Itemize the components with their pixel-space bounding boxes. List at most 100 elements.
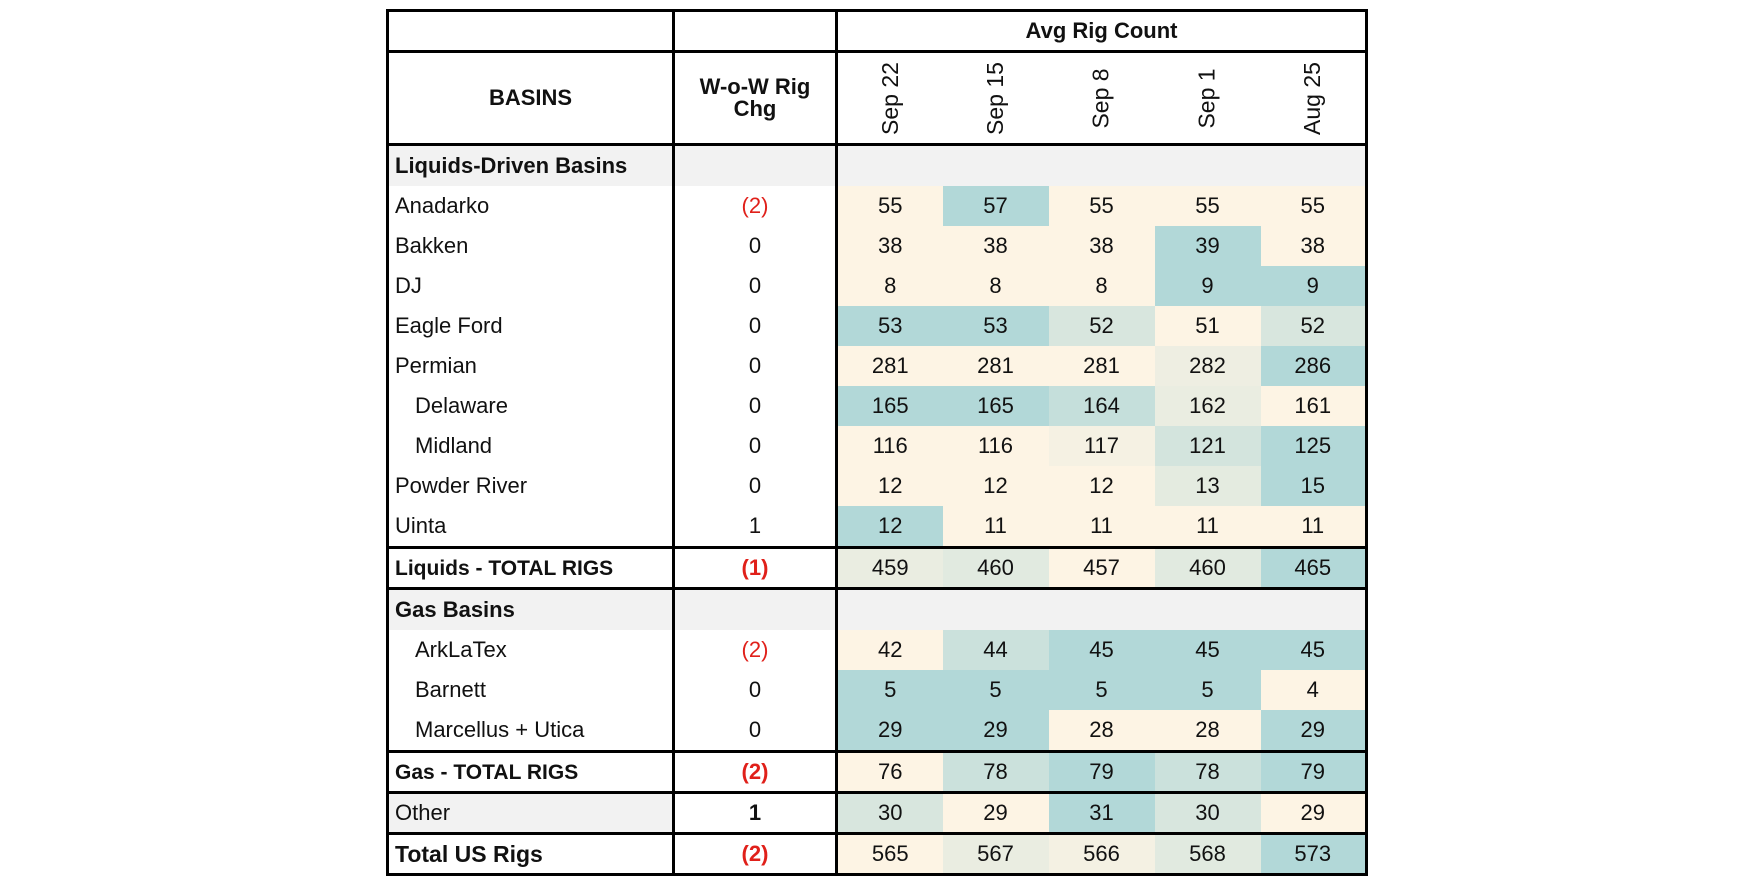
basin-row: Eagle Ford 0 53 53 52 51 52 bbox=[386, 306, 1369, 346]
rig-count-cell: 286 bbox=[1260, 346, 1369, 386]
rig-count-cell: 125 bbox=[1260, 426, 1369, 466]
week-header-label: Sep 22 bbox=[876, 61, 903, 135]
rig-count-cell: 28 bbox=[1048, 710, 1155, 752]
rig-count-cell: 165 bbox=[942, 386, 1049, 426]
basin-name: Marcellus + Utica bbox=[386, 710, 675, 752]
basins-header: BASINS bbox=[386, 50, 675, 146]
rig-count-cell: 116 bbox=[836, 426, 943, 466]
header-group-row: Avg Rig Count bbox=[386, 9, 1369, 52]
wow-change: (2) bbox=[673, 630, 838, 670]
week-header: Sep 8 bbox=[1048, 50, 1155, 146]
basin-name: Powder River bbox=[386, 466, 675, 506]
rig-count-cell: 29 bbox=[1260, 710, 1369, 752]
rig-count-cell: 460 bbox=[1154, 546, 1261, 590]
rig-count-cell: 281 bbox=[942, 346, 1049, 386]
rig-count-cell: 45 bbox=[1260, 630, 1369, 670]
basin-name: Midland bbox=[386, 426, 675, 466]
rig-count-cell: 30 bbox=[836, 791, 943, 835]
rig-count-cell: 5 bbox=[1048, 670, 1155, 710]
wow-change: 0 bbox=[673, 386, 838, 426]
other-row: Other 1 30 29 31 30 29 bbox=[386, 791, 1369, 835]
rig-count-cell: 55 bbox=[1048, 186, 1155, 226]
basin-row: Permian 0 281 281 281 282 286 bbox=[386, 346, 1369, 386]
liquids-section: Liquids-Driven Basins Anadarko (2) 55 57 55 55… bbox=[386, 144, 1369, 590]
wow-change-header: W-o-W Rig Chg bbox=[673, 50, 838, 146]
basin-name: Liquids - TOTAL RIGS bbox=[386, 546, 675, 590]
rig-count-cell: 52 bbox=[1260, 306, 1369, 346]
grand-total-row: Total US Rigs (2) 565 567 566 568 573 bbox=[386, 832, 1369, 876]
section-header-row: Gas Basins bbox=[386, 588, 1369, 630]
rig-count-cell: 38 bbox=[942, 226, 1049, 266]
basin-name: Other bbox=[386, 791, 675, 835]
rig-count-cell: 79 bbox=[1260, 750, 1369, 794]
rig-count-cell: 4 bbox=[1260, 670, 1369, 710]
basin-row: Anadarko (2) 55 57 55 55 55 bbox=[386, 186, 1369, 226]
rig-count-cell: 8 bbox=[836, 266, 943, 306]
section-header-row: Liquids-Driven Basins bbox=[386, 144, 1369, 186]
wow-change: 0 bbox=[673, 346, 838, 386]
basin-name: Gas - TOTAL RIGS bbox=[386, 750, 675, 794]
rig-count-cell: 55 bbox=[1154, 186, 1261, 226]
rig-count-cell: 15 bbox=[1260, 466, 1369, 506]
rig-count-cell: 78 bbox=[942, 750, 1049, 794]
rig-count-cell: 465 bbox=[1260, 546, 1369, 590]
rig-count-cell: 281 bbox=[836, 346, 943, 386]
wow-change: 1 bbox=[673, 506, 838, 548]
week-header: Sep 1 bbox=[1154, 50, 1261, 146]
rig-count-cell: 5 bbox=[836, 670, 943, 710]
total-row: Liquids - TOTAL RIGS (1) 459 460 457 460 465 bbox=[386, 546, 1369, 590]
rig-count-cell: 12 bbox=[942, 466, 1049, 506]
rig-count-cell: 457 bbox=[1048, 546, 1155, 590]
week-header-label: Sep 1 bbox=[1193, 67, 1220, 129]
rig-count-cell: 38 bbox=[836, 226, 943, 266]
basin-row: ArkLaTex (2) 42 44 45 45 45 bbox=[386, 630, 1369, 670]
basin-name: Total US Rigs bbox=[386, 832, 675, 876]
rig-count-cell: 53 bbox=[836, 306, 943, 346]
rig-count-cell: 79 bbox=[1048, 750, 1155, 794]
rig-count-cell: 57 bbox=[942, 186, 1049, 226]
rig-count-cell: 38 bbox=[1260, 226, 1369, 266]
rig-count-cell: 51 bbox=[1154, 306, 1261, 346]
other-section: Other 1 30 29 31 30 29 bbox=[386, 791, 1369, 835]
rig-count-cell: 567 bbox=[942, 832, 1049, 876]
rig-count-cell: 116 bbox=[942, 426, 1049, 466]
basin-name: Delaware bbox=[386, 386, 675, 426]
basin-name: Uinta bbox=[386, 506, 675, 548]
rig-count-cell: 566 bbox=[1048, 832, 1155, 876]
wow-change: 0 bbox=[673, 670, 838, 710]
basin-row: Bakken 0 38 38 38 39 38 bbox=[386, 226, 1369, 266]
column-header-row: BASINS W-o-W Rig Chg Sep 22 Sep 15 Sep 8… bbox=[386, 50, 1369, 146]
basin-row: Barnett 0 5 5 5 5 4 bbox=[386, 670, 1369, 710]
wow-change: 0 bbox=[673, 426, 838, 466]
basin-name: Barnett bbox=[386, 670, 675, 710]
rig-count-cell: 52 bbox=[1048, 306, 1155, 346]
gas-section: Gas Basins ArkLaTex (2) 42 44 45 45 45 Barnett 0 5… bbox=[386, 588, 1369, 794]
section-spacer bbox=[836, 588, 1369, 630]
basin-row: Uinta 1 12 11 11 11 11 bbox=[386, 506, 1369, 548]
rig-count-cell: 11 bbox=[942, 506, 1049, 548]
rig-count-cell: 573 bbox=[1260, 832, 1369, 876]
basin-row: Powder River 0 12 12 12 13 15 bbox=[386, 466, 1369, 506]
basin-name: Anadarko bbox=[386, 186, 675, 226]
basin-name: Eagle Ford bbox=[386, 306, 675, 346]
rig-count-cell: 568 bbox=[1154, 832, 1261, 876]
rig-count-cell: 565 bbox=[836, 832, 943, 876]
wow-change: (1) bbox=[673, 546, 838, 590]
basin-name: Bakken bbox=[386, 226, 675, 266]
rig-count-cell: 164 bbox=[1048, 386, 1155, 426]
avg-rig-count-header: Avg Rig Count bbox=[836, 9, 1369, 52]
section-spacer bbox=[673, 588, 838, 630]
rig-count-cell: 11 bbox=[1260, 506, 1369, 548]
wow-header-line2: Chg bbox=[733, 96, 777, 121]
rig-count-cell: 165 bbox=[836, 386, 943, 426]
rig-count-cell: 460 bbox=[942, 546, 1049, 590]
rig-count-cell: 78 bbox=[1154, 750, 1261, 794]
wow-change: (2) bbox=[673, 750, 838, 794]
rig-count-cell: 161 bbox=[1260, 386, 1369, 426]
basin-name: DJ bbox=[386, 266, 675, 306]
basin-name: Permian bbox=[386, 346, 675, 386]
rig-count-cell: 9 bbox=[1154, 266, 1261, 306]
basin-row: Midland 0 116 116 117 121 125 bbox=[386, 426, 1369, 466]
week-header: Aug 25 bbox=[1260, 50, 1369, 146]
wow-change: (2) bbox=[673, 186, 838, 226]
